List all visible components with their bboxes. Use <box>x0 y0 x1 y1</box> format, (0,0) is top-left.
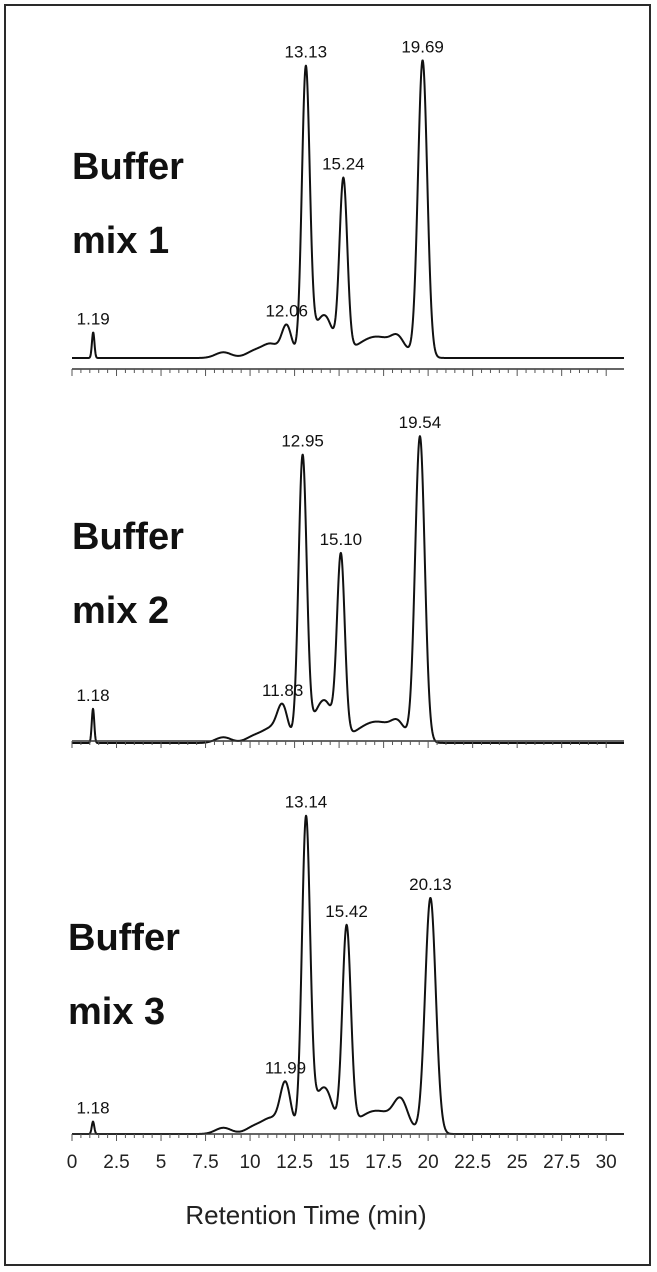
peak-label-1-4: 15.24 <box>322 155 365 174</box>
x-tick-label-7.5: 7.5 <box>192 1152 218 1173</box>
peak-label-1-3: 13.13 <box>285 43 328 62</box>
panel-2-label-line-1: Buffer <box>72 516 184 558</box>
peak-label-3-4: 15.42 <box>325 902 368 921</box>
peak-label-1-5: 19.69 <box>401 37 444 56</box>
panel-2-label-line-2: mix 2 <box>72 590 169 632</box>
peak-label-2-3: 12.95 <box>281 432 324 451</box>
peak-label-3-3: 13.14 <box>285 793 328 812</box>
peak-label-2-1: 1.18 <box>76 686 109 705</box>
x-tick-label-10: 10 <box>239 1152 260 1173</box>
panel-2-trace <box>71 435 625 744</box>
x-tick-label-27.5: 27.5 <box>543 1152 580 1173</box>
peak-label-3-1: 1.18 <box>76 1099 109 1118</box>
x-tick-label-2.5: 2.5 <box>103 1152 129 1173</box>
panel-1-trace <box>71 59 625 359</box>
panel-3-trace <box>71 814 625 1135</box>
peak-label-2-2: 11.83 <box>262 681 303 700</box>
peak-label-1-2: 12.06 <box>265 302 308 321</box>
panel-3-label-line-1: Buffer <box>68 917 180 959</box>
peak-label-3-2: 11.99 <box>265 1058 306 1077</box>
x-axis-title: Retention Time (min) <box>185 1200 426 1230</box>
x-tick-label-17.5: 17.5 <box>365 1152 402 1173</box>
x-tick-label-22.5: 22.5 <box>454 1152 491 1173</box>
peak-label-2-4: 15.10 <box>320 530 363 549</box>
panel-1: Buffer mix 1 1.19 12.06 13.13 15.24 19.69 <box>71 37 625 376</box>
chromatogram-figure: Buffer mix 1 1.19 12.06 13.13 15.24 19.69 Buffe… <box>4 4 651 1266</box>
x-tick-label-20: 20 <box>418 1152 439 1173</box>
x-tick-label-30: 30 <box>596 1152 617 1173</box>
panel-1-label-line-2: mix 1 <box>72 220 169 262</box>
peak-label-2-5: 19.54 <box>399 413 442 432</box>
panel-3: Buffer mix 3 1.18 11.99 13.14 15.42 20.13 <box>68 793 625 1141</box>
panel-2: Buffer mix 2 1.18 11.83 12.95 15.10 19.54 <box>71 413 625 748</box>
x-tick-label-25: 25 <box>507 1152 528 1173</box>
x-tick-label-5: 5 <box>156 1152 167 1173</box>
panel-1-label-line-1: Buffer <box>72 146 184 188</box>
peak-label-3-5: 20.13 <box>409 875 452 894</box>
panel-3-label-line-2: mix 3 <box>68 991 165 1033</box>
x-tick-label-15: 15 <box>329 1152 350 1173</box>
x-tick-label-0: 0 <box>67 1152 78 1173</box>
x-tick-label-12.5: 12.5 <box>276 1152 313 1173</box>
peak-label-1-1: 1.19 <box>77 309 110 328</box>
